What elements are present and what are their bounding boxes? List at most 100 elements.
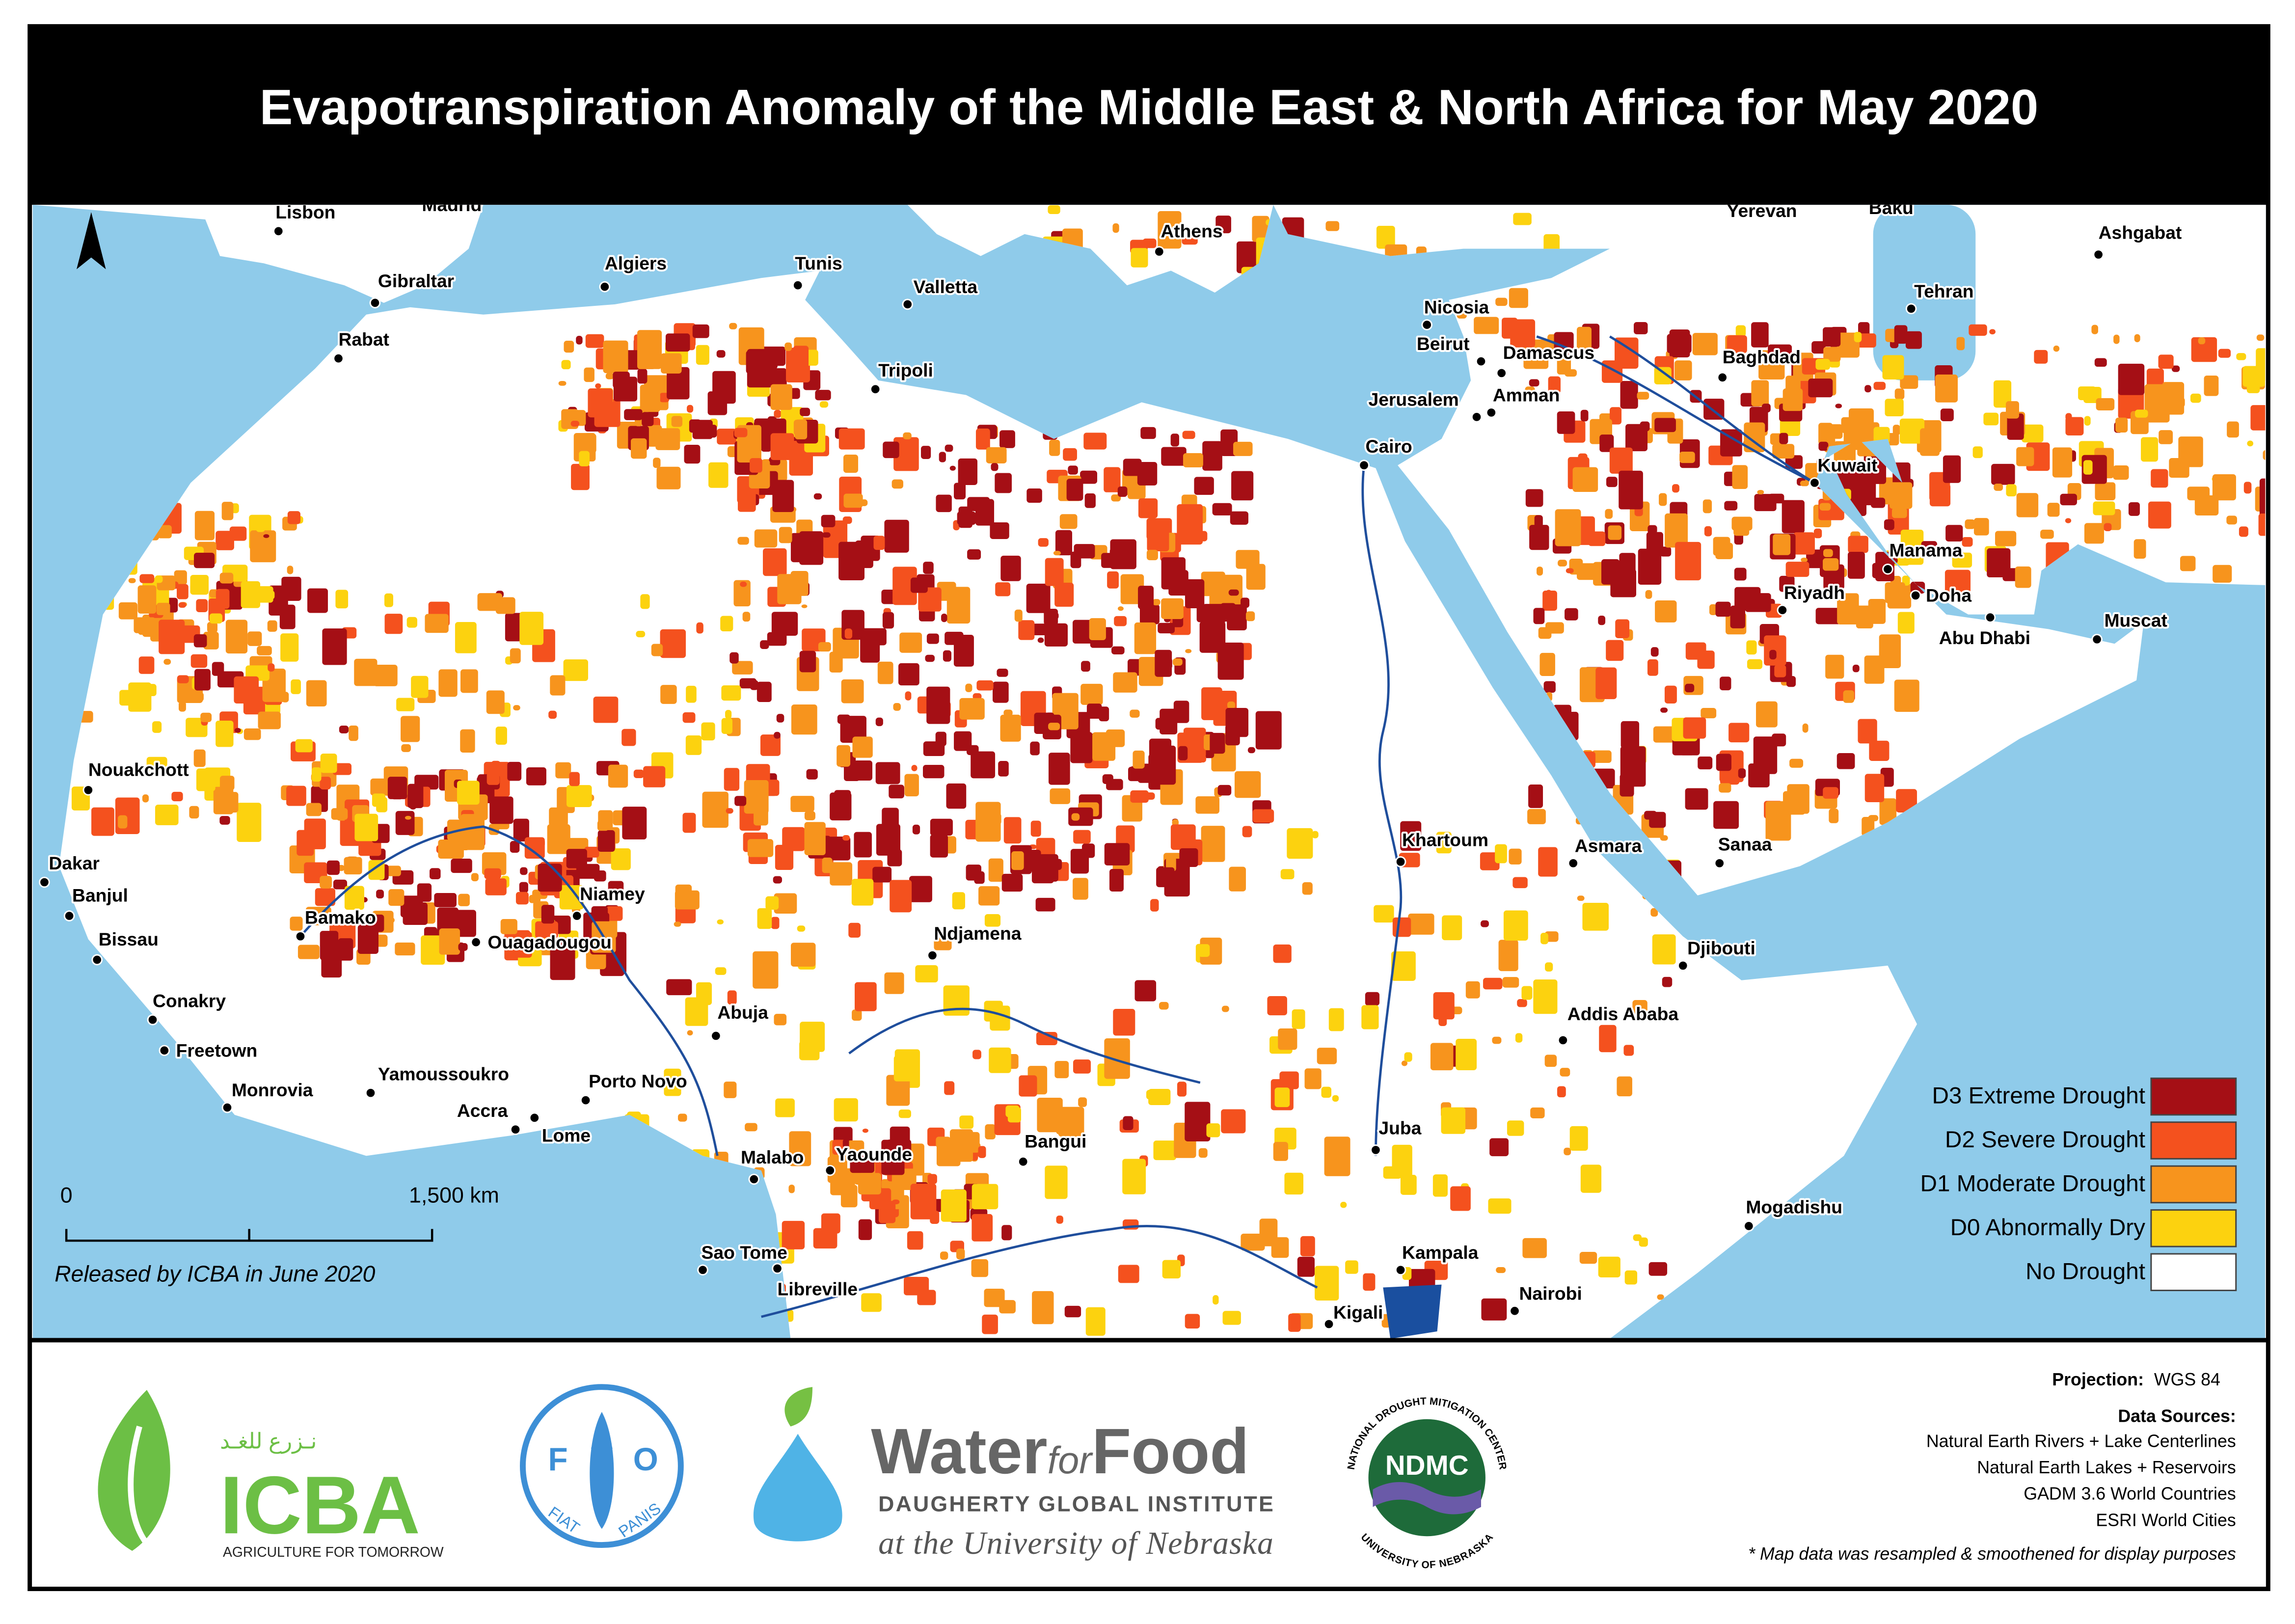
- drought-cell: [1698, 757, 1713, 770]
- drought-cell: [411, 676, 429, 698]
- drought-cell: [829, 651, 843, 673]
- drought-cell: [855, 982, 877, 1011]
- drought-cell: [818, 642, 831, 652]
- drought-cell: [1078, 1097, 1087, 1107]
- drought-cell: [1212, 503, 1232, 515]
- city-label: Malabo: [741, 1147, 804, 1167]
- drought-cell: [1724, 501, 1738, 511]
- drought-cell: [1994, 484, 2003, 491]
- city-label: Accra: [457, 1100, 508, 1121]
- drought-cell: [613, 371, 630, 388]
- drought-cell: [724, 768, 740, 791]
- drought-cell: [1179, 848, 1198, 867]
- drought-cell: [1637, 392, 1649, 400]
- drought-cell: [189, 806, 199, 819]
- drought-cell: [555, 762, 571, 779]
- drought-cell: [1665, 513, 1688, 548]
- city-dot: [697, 1264, 708, 1276]
- drought-cell: [1929, 484, 1951, 507]
- drought-cell: [1035, 897, 1055, 912]
- drought-cell: [624, 409, 643, 420]
- drought-cell: [791, 704, 817, 735]
- city-dot: [1777, 604, 1788, 616]
- drought-cell: [954, 483, 966, 500]
- drought-cell: [1720, 771, 1740, 785]
- drought-cell: [889, 785, 904, 799]
- drought-cell: [995, 582, 1011, 596]
- logo-icba: نـزرع للغـد ICBA AGRICULTURE FOR TOMORRO…: [98, 1390, 444, 1560]
- drought-cell: [2134, 409, 2148, 418]
- drought-cell: [920, 446, 931, 460]
- drought-cell: [1786, 676, 1796, 687]
- drought-cell: [1738, 768, 1746, 779]
- drought-cell: [2113, 465, 2129, 480]
- drought-cell: [1408, 913, 1434, 935]
- drought-cell: [1030, 741, 1040, 756]
- drought-cell: [603, 340, 628, 374]
- drought-cell: [757, 908, 772, 929]
- drought-cell: [834, 790, 851, 815]
- drought-cell: [1991, 463, 2015, 485]
- drought-cell: [1829, 809, 1839, 823]
- city-label: Kuwait: [1817, 455, 1877, 476]
- city-dot: [510, 1124, 521, 1136]
- drought-cell: [1173, 701, 1189, 723]
- drought-cell: [706, 425, 717, 438]
- drought-cell: [594, 870, 606, 882]
- drought-cell: [1201, 826, 1225, 862]
- fao-ring: [520, 1384, 684, 1548]
- drought-cell: [1715, 542, 1733, 560]
- drought-cell: [216, 792, 239, 813]
- drought-cell: [675, 884, 692, 904]
- drought-cell: [331, 808, 348, 820]
- drought-cell: [1218, 574, 1242, 605]
- drought-cell: [972, 1214, 993, 1242]
- drought-cell: [1652, 934, 1676, 965]
- drought-cell: [1363, 1273, 1376, 1291]
- drought-cell: [1557, 1086, 1566, 1098]
- drought-cell: [893, 437, 919, 471]
- drought-cell: [611, 848, 631, 870]
- drought-cell: [2093, 501, 2115, 515]
- drought-cell: [457, 781, 480, 805]
- city-dot: [772, 1263, 783, 1274]
- drought-cell: [893, 703, 901, 711]
- drought-cell: [1639, 1237, 1648, 1247]
- drought-cell: [1654, 367, 1672, 385]
- drought-cell: [1751, 322, 1769, 348]
- drought-cell: [734, 428, 748, 437]
- drought-cell: [830, 862, 853, 886]
- drought-cell: [967, 745, 979, 756]
- city-dot: [2093, 249, 2104, 260]
- drought-cell: [966, 865, 981, 881]
- drought-cell: [1217, 785, 1232, 796]
- drought-cell: [1117, 486, 1128, 497]
- drought-cell: [1792, 353, 1800, 360]
- drought-cell: [1819, 503, 1831, 511]
- city-label: Mogadishu: [1746, 1196, 1842, 1217]
- legend-label: No Drought: [2025, 1258, 2145, 1284]
- drought-cell: [1328, 1008, 1344, 1031]
- drought-cell: [858, 1173, 881, 1194]
- drought-cell: [1430, 1043, 1454, 1071]
- drought-cell: [1222, 1311, 1241, 1325]
- drought-cell: [1159, 1001, 1169, 1010]
- drought-cell: [819, 401, 829, 408]
- drought-cell: [1213, 1295, 1219, 1305]
- drought-cell: [1147, 526, 1169, 552]
- drought-cell: [384, 593, 393, 607]
- drought-cell: [910, 577, 928, 593]
- drought-cell: [1107, 571, 1119, 589]
- drought-cell: [1625, 424, 1648, 452]
- drought-cell: [344, 857, 362, 875]
- drought-cell: [1489, 1138, 1509, 1157]
- drought-cell: [513, 818, 529, 841]
- drought-cell: [1852, 664, 1860, 673]
- drought-cell: [608, 881, 624, 895]
- drought-cell: [171, 791, 183, 802]
- city-dot: [1910, 590, 1921, 601]
- city-dot: [1395, 1264, 1406, 1276]
- drought-cell: [1158, 623, 1175, 634]
- drought-cell: [915, 965, 938, 983]
- drought-cell: [1488, 1198, 1512, 1214]
